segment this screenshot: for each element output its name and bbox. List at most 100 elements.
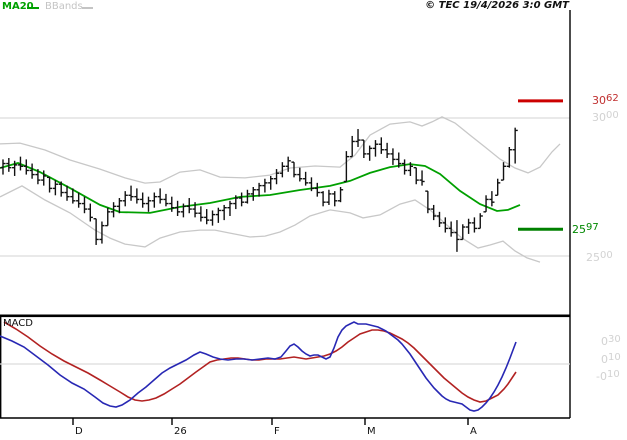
price-bar xyxy=(460,224,466,241)
macd-label-minus010: -010 xyxy=(596,369,620,383)
price-bar xyxy=(401,159,408,175)
macd-signal-line xyxy=(3,321,517,403)
price-bar xyxy=(250,187,256,201)
price-label-3000: 3000 xyxy=(592,110,619,124)
price-bar xyxy=(367,145,373,161)
price-bar xyxy=(512,127,518,164)
price-bar xyxy=(349,135,355,158)
price-bar xyxy=(0,159,6,175)
price-bar xyxy=(506,146,512,168)
price-bar xyxy=(308,177,315,192)
price-bar xyxy=(116,198,122,214)
price-bar xyxy=(128,185,134,201)
price-bar xyxy=(500,162,507,181)
price-bar xyxy=(186,198,192,214)
price-bar xyxy=(442,217,448,233)
price-bar xyxy=(436,211,443,228)
price-bar xyxy=(12,160,18,176)
price-bar xyxy=(454,220,460,252)
price-bar xyxy=(431,204,437,221)
x-axis-label-D: D xyxy=(75,426,83,437)
price-bar xyxy=(221,204,227,221)
price-bar xyxy=(52,180,58,196)
price-bar xyxy=(390,148,396,165)
price-bar xyxy=(151,192,157,208)
x-axis-label-26: 26 xyxy=(174,426,187,437)
price-bar xyxy=(70,188,76,204)
price-bar xyxy=(495,178,501,196)
price-bar xyxy=(41,170,47,186)
price-bar xyxy=(110,202,117,218)
price-bar xyxy=(175,200,181,216)
macd-label-030: 030 xyxy=(601,334,621,348)
macd-line xyxy=(0,321,517,412)
price-bar xyxy=(169,196,175,212)
price-bar xyxy=(122,191,128,207)
price-bar xyxy=(372,140,379,157)
price-label-resistance: 3062 xyxy=(592,93,619,107)
price-bar xyxy=(163,193,169,207)
legend-bbands-label: BBands xyxy=(45,1,83,12)
price-bar xyxy=(233,195,239,210)
panel-separator xyxy=(0,314,570,318)
price-bar xyxy=(396,152,402,168)
price-bar xyxy=(483,195,489,213)
bollinger-upper-band xyxy=(0,116,561,184)
candlestick-series xyxy=(0,127,518,252)
price-bar xyxy=(93,218,99,245)
price-bar xyxy=(291,161,297,178)
price-bar xyxy=(425,190,431,214)
price-bar xyxy=(35,169,41,185)
price-bar xyxy=(239,192,245,207)
price-bar xyxy=(23,159,29,175)
price-bar xyxy=(337,187,344,203)
price-bar xyxy=(384,142,390,159)
price-bar xyxy=(198,206,204,222)
price-bar xyxy=(145,196,152,212)
price-bar xyxy=(320,191,326,207)
price-bar xyxy=(215,207,221,223)
price-bar xyxy=(297,167,303,182)
price-bar xyxy=(279,162,285,178)
price-bar xyxy=(134,188,140,204)
price-bar xyxy=(489,191,495,207)
price-bar xyxy=(46,176,53,193)
ma20-line-swatch-icon xyxy=(27,7,39,9)
macd-label-010: 010 xyxy=(601,352,621,366)
price-bar xyxy=(355,129,361,147)
price-bar xyxy=(419,170,425,186)
price-bar xyxy=(378,137,384,154)
price-bar xyxy=(361,139,367,159)
price-bar xyxy=(180,203,187,218)
price-bar xyxy=(326,189,332,205)
price-bar xyxy=(227,200,233,216)
price-bar xyxy=(105,207,111,227)
price-bar xyxy=(87,203,93,222)
bbands-line-swatch-icon xyxy=(82,7,93,9)
price-bar xyxy=(477,213,483,230)
price-bar xyxy=(140,192,146,208)
price-bar xyxy=(17,156,24,171)
price-bar xyxy=(29,163,35,179)
copyright-timestamp: © TEC 19/4/2026 3:0 GMT xyxy=(425,0,569,11)
price-bar xyxy=(192,202,198,218)
macd-panel-title: MACD xyxy=(3,318,33,329)
price-bar xyxy=(256,182,262,197)
price-bar xyxy=(471,217,478,233)
price-bar xyxy=(343,151,349,183)
legend-ma20-label: MA20 xyxy=(2,1,34,12)
price-bar xyxy=(448,221,454,237)
price-bar xyxy=(6,158,12,172)
price-bar xyxy=(244,189,251,204)
price-bar xyxy=(157,188,163,204)
x-axis-label-F: F xyxy=(274,426,280,437)
price-bar xyxy=(64,185,70,201)
price-bar xyxy=(204,209,210,225)
price-bar xyxy=(58,181,64,197)
price-bar xyxy=(466,218,472,234)
price-bar xyxy=(209,210,216,226)
price-bar xyxy=(262,178,268,193)
x-axis-label-M: M xyxy=(367,426,376,437)
x-axis-label-A: A xyxy=(470,426,477,437)
price-bar xyxy=(81,196,88,214)
